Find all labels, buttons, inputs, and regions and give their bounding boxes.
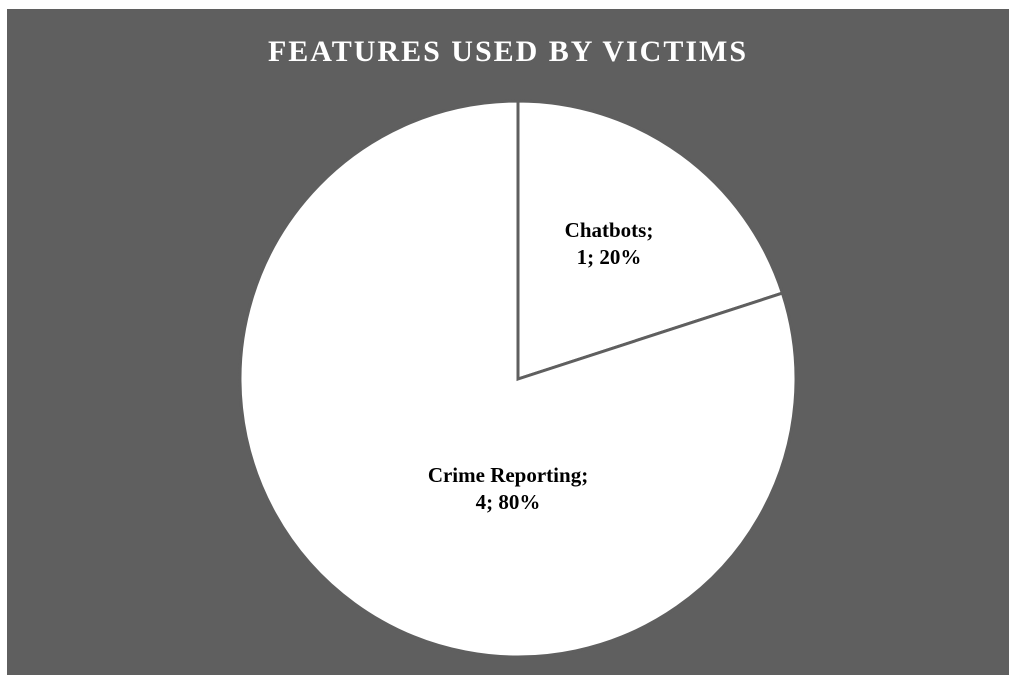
data-label-chatbots: Chatbots; 1; 20% xyxy=(565,218,654,269)
data-label-line: Chatbots; xyxy=(565,218,654,242)
data-label-line: Crime Reporting; xyxy=(428,463,588,487)
pie-chart: FEATURES USED BY VICTIMS Chatbots; 1; 20%… xyxy=(7,9,1009,675)
chart-title: FEATURES USED BY VICTIMS xyxy=(268,35,748,68)
pie-slice-chatbots xyxy=(516,99,785,382)
data-label-line: 1; 20% xyxy=(577,245,642,269)
slice-labels: Chatbots; 1; 20% Crime Reporting; 4; 80% xyxy=(428,218,654,514)
pie-slices xyxy=(238,99,798,659)
data-label-line: 4; 80% xyxy=(476,490,541,514)
pie-slice-crime-reporting xyxy=(238,99,798,659)
chart-frame: FEATURES USED BY VICTIMS Chatbots; 1; 20%… xyxy=(7,9,1009,675)
data-label-crime-reporting: Crime Reporting; 4; 80% xyxy=(428,463,588,514)
